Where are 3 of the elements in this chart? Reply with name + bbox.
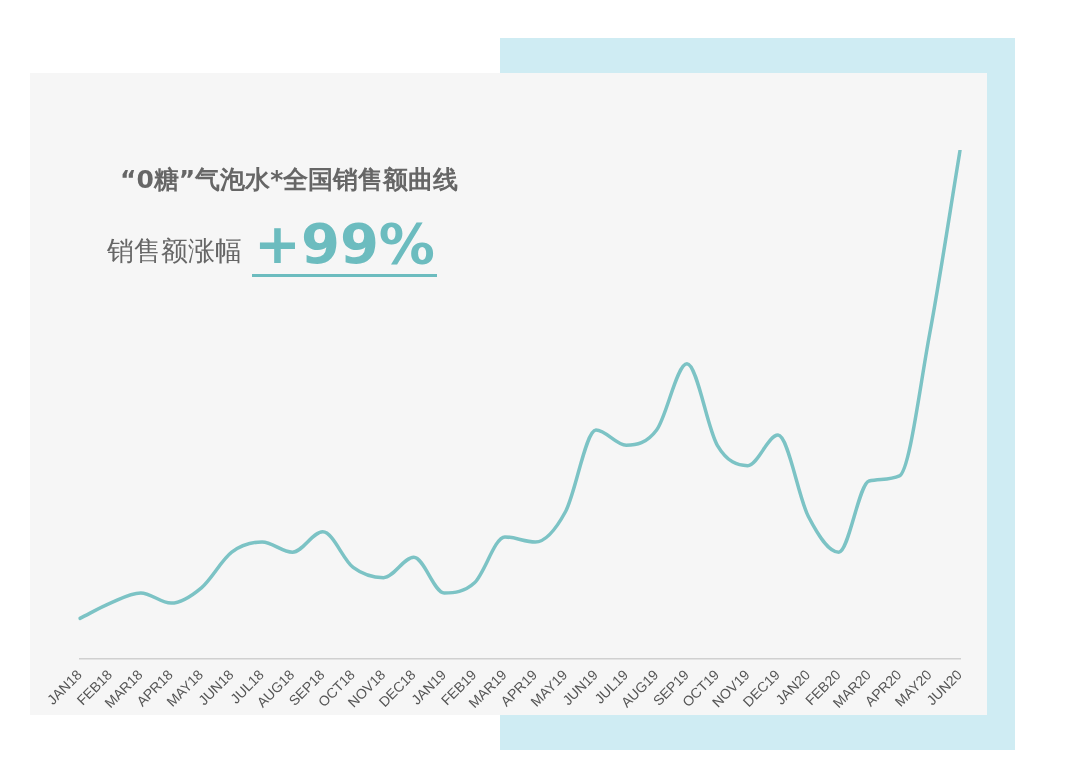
text: 销售额涨幅 <box>107 233 242 268</box>
text: “0糖”气泡水*全国销售额曲线 <box>120 164 459 196</box>
annotation: +99% <box>253 211 436 277</box>
